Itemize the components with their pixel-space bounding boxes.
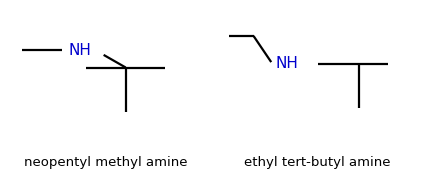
Text: NH: NH bbox=[68, 43, 91, 58]
Text: ethyl tert-butyl amine: ethyl tert-butyl amine bbox=[244, 156, 391, 169]
Text: neopentyl methyl amine: neopentyl methyl amine bbox=[24, 156, 187, 169]
Text: NH: NH bbox=[276, 56, 299, 71]
